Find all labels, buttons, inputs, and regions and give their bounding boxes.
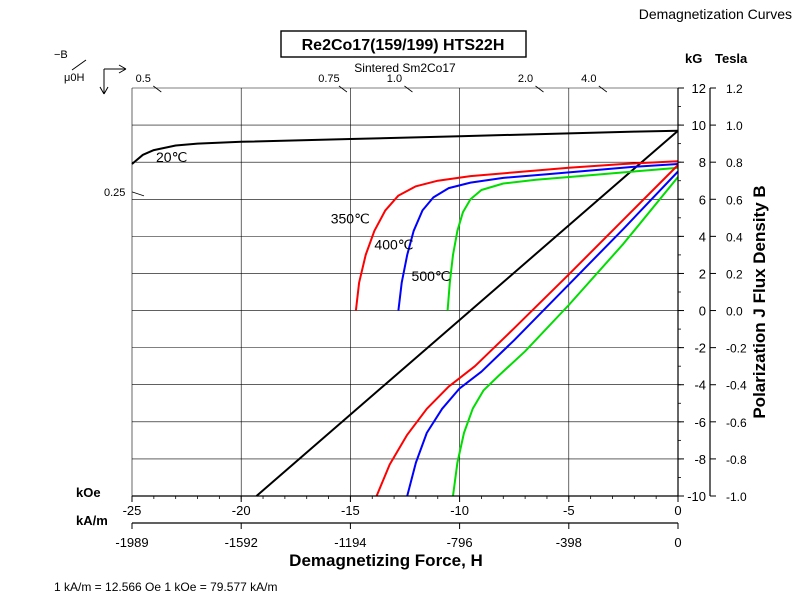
- y-tick-label-kg: -8: [694, 452, 706, 467]
- y-tick-label-tesla: 0.6: [726, 193, 743, 207]
- permeance-tick: [131, 191, 145, 197]
- series-line: [131, 129, 679, 165]
- y-unit-right: Tesla: [715, 51, 748, 66]
- x-tick-label-koe: -20: [232, 503, 251, 518]
- series-label: 500℃: [412, 268, 451, 284]
- x-tick-label-kam: -1194: [334, 535, 366, 550]
- chart-title-box: [280, 30, 527, 58]
- series-line: [255, 129, 679, 497]
- y-tick-label-kg: 8: [699, 155, 706, 170]
- y-tick-label-kg: -2: [694, 341, 706, 356]
- y-tick-label-kg: -6: [694, 415, 706, 430]
- y-tick-label-kg: 6: [699, 192, 706, 207]
- y-tick-label-tesla: 0.0: [726, 305, 743, 319]
- series-line: [406, 170, 679, 497]
- permeance-tick: [338, 85, 348, 93]
- y-tick-label-tesla: -0.4: [726, 379, 747, 393]
- x-tick-label-koe: -25: [123, 503, 142, 518]
- y-tick-label-kg: 2: [699, 266, 706, 281]
- permeance-label: 0.75: [318, 73, 339, 85]
- y-tick-label-kg: 4: [699, 229, 706, 244]
- permeance-label: 0.25: [104, 187, 125, 199]
- y-tick-label-tesla: -1.0: [726, 490, 747, 504]
- y-tick-label-tesla: 1.0: [726, 119, 743, 133]
- permeance-label: 2.0: [518, 73, 533, 85]
- series-line: [446, 166, 679, 311]
- permeance-label: 4.0: [581, 73, 596, 85]
- x-unit-bottom: kA/m: [76, 513, 108, 528]
- permeance-label: 0.5: [136, 73, 151, 85]
- y-tick-label-tesla: 0.8: [726, 156, 743, 170]
- series-line: [354, 160, 679, 311]
- x-tick-label-koe: -5: [563, 503, 575, 518]
- series-line: [397, 163, 679, 311]
- permeance-tick: [153, 85, 162, 93]
- x-tick-label-koe: -10: [450, 503, 469, 518]
- y-tick-label-kg: -4: [694, 378, 706, 393]
- y-tick-label-tesla: 1.2: [726, 82, 743, 96]
- x-tick-label-kam: -796: [447, 535, 473, 550]
- x-tick-label-koe: 0: [674, 503, 681, 518]
- y-axis-label: Polarization J Flux Density B: [750, 185, 769, 418]
- permeance-tick: [404, 85, 413, 93]
- x-unit-top: kOe: [76, 485, 101, 500]
- y-tick-label-tesla: 0.4: [726, 230, 743, 244]
- direction-arrows-icon: [99, 64, 127, 95]
- series-label: 350℃: [331, 210, 370, 226]
- chart-subtitle: Sintered Sm2Co17: [354, 61, 456, 75]
- permeance-label: 1.0: [387, 73, 402, 85]
- series-label: 20℃: [156, 149, 187, 165]
- series-line: [375, 164, 679, 497]
- y-tick-label-kg: 0: [699, 304, 706, 319]
- grid: [131, 87, 679, 497]
- footnote: 1 kA/m = 12.566 Oe 1 kOe = 79.577 kA/m: [54, 580, 277, 594]
- slope-label-denominator: μ0H: [64, 72, 84, 84]
- chart-title: Re2Co17(159/199) HTS22H: [302, 37, 505, 54]
- axes: -25-1989-20-1592-15-1194-10-796-5-398001…: [104, 73, 747, 550]
- y-unit-left: kG: [685, 51, 702, 66]
- x-tick-label-kam: -1592: [225, 535, 258, 550]
- x-tick-label-kam: -1989: [115, 535, 148, 550]
- permeance-tick: [535, 85, 544, 93]
- page-title: Demagnetization Curves: [639, 6, 792, 22]
- y-tick-label-tesla: 0.2: [726, 267, 743, 281]
- slope-label-divider: [71, 59, 87, 71]
- x-tick-label-koe: -15: [341, 503, 360, 518]
- series-line: [452, 176, 679, 497]
- x-tick-label-kam: -398: [556, 535, 582, 550]
- y-tick-label-tesla: -0.6: [726, 416, 747, 430]
- y-tick-label-kg: -10: [687, 489, 706, 504]
- y-tick-label-tesla: -0.2: [726, 342, 747, 356]
- y-tick-label-kg: 12: [692, 81, 706, 96]
- x-tick-label-kam: 0: [674, 535, 681, 550]
- slope-label-numerator: −B: [54, 49, 68, 61]
- series-label: 400℃: [374, 236, 413, 252]
- permeance-tick: [598, 85, 608, 93]
- x-axis-label: Demagnetizing Force, H: [289, 551, 483, 570]
- y-tick-label-kg: 10: [692, 118, 706, 133]
- y-tick-label-tesla: -0.8: [726, 453, 747, 467]
